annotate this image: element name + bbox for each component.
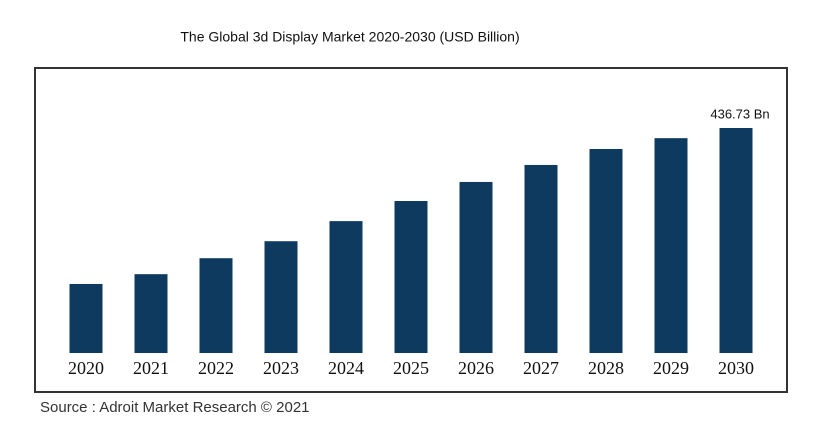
bar <box>264 241 298 353</box>
bar <box>524 164 558 353</box>
bar <box>199 258 233 353</box>
chart-frame <box>34 67 788 393</box>
source-note: Source : Adroit Market Research © 2021 <box>40 399 310 416</box>
x-tick-label: 2025 <box>393 358 429 378</box>
x-tick-label: 2028 <box>588 358 624 378</box>
x-tick-label: 2021 <box>133 358 169 378</box>
bar <box>134 274 168 353</box>
bar <box>329 221 363 353</box>
x-tick-label: 2029 <box>653 358 689 378</box>
x-tick-label: 2022 <box>198 358 234 378</box>
bar <box>69 283 103 353</box>
x-tick-label: 2030 <box>718 358 754 378</box>
x-tick-label: 2024 <box>328 358 364 378</box>
chart-title: The Global 3d Display Market 2020-2030 (… <box>180 29 519 45</box>
x-tick-label: 2020 <box>68 358 104 378</box>
bar <box>459 181 493 353</box>
bar <box>654 138 688 353</box>
bar <box>719 128 753 353</box>
x-tick-label: 2027 <box>523 358 559 378</box>
bar <box>589 148 623 353</box>
value-label: 436.73 Bn <box>710 106 769 121</box>
x-tick-label: 2023 <box>263 358 299 378</box>
bar <box>394 201 428 353</box>
x-tick-label: 2026 <box>458 358 494 378</box>
